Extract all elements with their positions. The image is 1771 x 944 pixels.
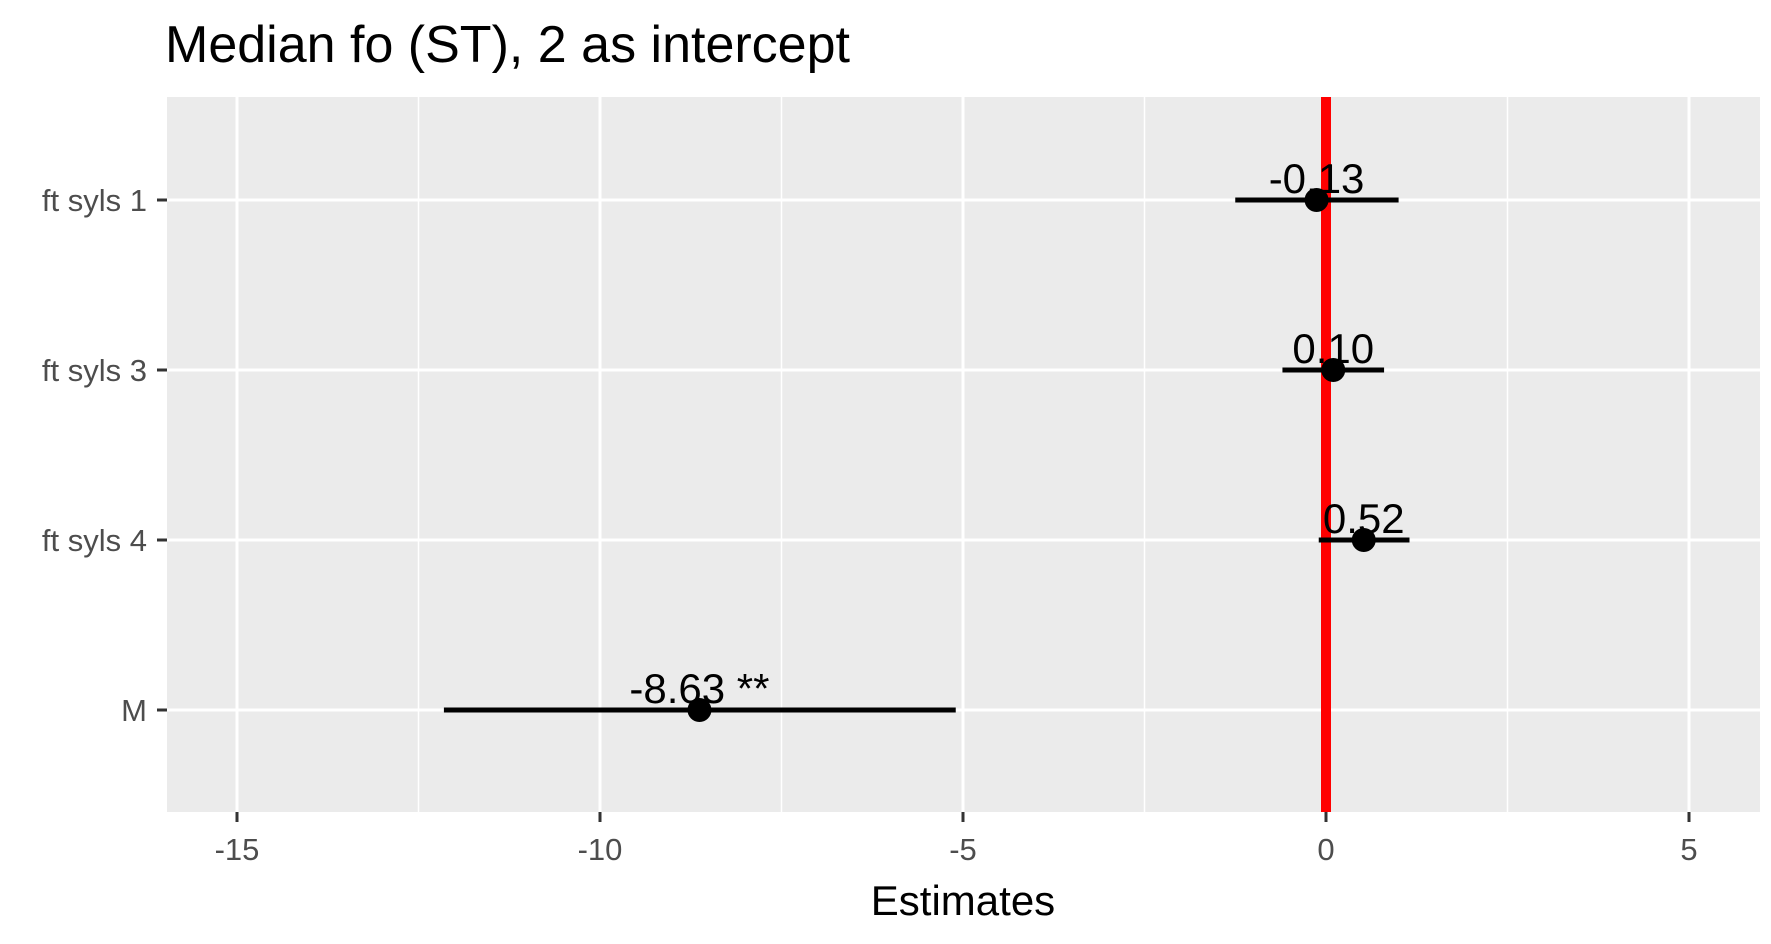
plot-panel: ft syls 1 ft syls 3 ft syls 4 M -15 -10 -5 0 5 -0… xyxy=(42,97,1760,867)
chart-title: Median fo (ST), 2 as intercept xyxy=(165,16,851,74)
data-label: -0.13 xyxy=(1269,155,1365,202)
data-label: 0.10 xyxy=(1292,325,1374,372)
y-tick-label: ft syls 4 xyxy=(42,523,147,558)
estimate-point xyxy=(1351,528,1376,552)
y-tick-label: M xyxy=(121,693,147,728)
data-label: -8.63 ** xyxy=(629,665,769,712)
x-tick-label: -10 xyxy=(578,832,623,867)
x-tick-label: -5 xyxy=(949,832,977,867)
x-tick-label: -15 xyxy=(215,832,260,867)
y-tick-label: ft syls 3 xyxy=(42,353,147,388)
estimate-point xyxy=(687,698,712,722)
x-tick-label: 5 xyxy=(1680,832,1697,867)
data-label: 0.52 xyxy=(1323,495,1405,542)
estimate-point xyxy=(1321,358,1346,382)
y-tick-label: ft syls 1 xyxy=(42,183,147,218)
x-tick-label: 0 xyxy=(1317,832,1334,867)
estimate-point xyxy=(1304,188,1329,212)
x-axis-title: Estimates xyxy=(871,877,1055,924)
